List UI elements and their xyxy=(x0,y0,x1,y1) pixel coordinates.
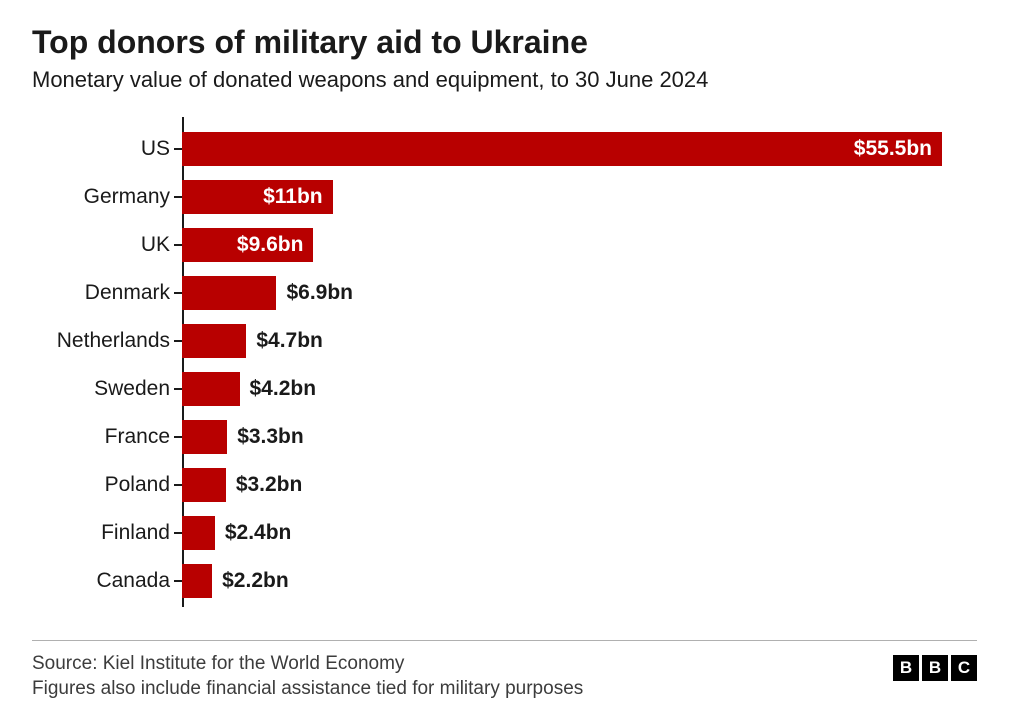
bbc-logo-letter: B xyxy=(922,655,948,681)
bar-row: Germany$11bn xyxy=(182,173,977,221)
country-label: Canada xyxy=(96,569,170,593)
bar xyxy=(182,276,276,310)
country-label: Finland xyxy=(101,521,170,545)
chart-plot-area: US$55.5bnGermany$11bnUK$9.6bnDenmark$6.9… xyxy=(182,117,977,607)
bar-row: Netherlands$4.7bn xyxy=(182,317,977,365)
country-label: Netherlands xyxy=(57,329,170,353)
bbc-logo-letter: B xyxy=(893,655,919,681)
country-label: Germany xyxy=(84,185,170,209)
country-label: France xyxy=(105,425,170,449)
bars-container: US$55.5bnGermany$11bnUK$9.6bnDenmark$6.9… xyxy=(182,117,977,607)
bar xyxy=(182,516,215,550)
axis-tick xyxy=(174,532,182,534)
source-line: Source: Kiel Institute for the World Eco… xyxy=(32,651,583,677)
bar xyxy=(182,564,212,598)
country-label: Denmark xyxy=(85,281,170,305)
bar xyxy=(182,420,227,454)
chart-footer: Source: Kiel Institute for the World Eco… xyxy=(32,640,977,702)
bar-value-label: $2.4bn xyxy=(225,521,292,545)
country-label: UK xyxy=(141,233,170,257)
bar-row: Finland$2.4bn xyxy=(182,509,977,557)
country-label: US xyxy=(141,137,170,161)
footer-text: Source: Kiel Institute for the World Eco… xyxy=(32,651,583,702)
bbc-logo-letter: C xyxy=(951,655,977,681)
country-label: Poland xyxy=(105,473,170,497)
bar-row: UK$9.6bn xyxy=(182,221,977,269)
axis-tick xyxy=(174,292,182,294)
axis-tick xyxy=(174,148,182,150)
bar-value-label: $11bn xyxy=(263,185,323,209)
bbc-logo: BBC xyxy=(893,655,977,681)
bar-value-label: $2.2bn xyxy=(222,569,289,593)
bar-value-label: $3.3bn xyxy=(237,425,304,449)
bar xyxy=(182,372,240,406)
bar-row: Poland$3.2bn xyxy=(182,461,977,509)
bar-value-label: $3.2bn xyxy=(236,473,303,497)
bar-row: France$3.3bn xyxy=(182,413,977,461)
axis-tick xyxy=(174,388,182,390)
bar-row: Denmark$6.9bn xyxy=(182,269,977,317)
bar-value-label: $6.9bn xyxy=(286,281,353,305)
bar-value-label: $55.5bn xyxy=(854,137,932,161)
bar: $9.6bn xyxy=(182,228,313,262)
bar xyxy=(182,324,246,358)
country-label: Sweden xyxy=(94,377,170,401)
chart-subtitle: Monetary value of donated weapons and eq… xyxy=(32,67,977,93)
axis-tick xyxy=(174,436,182,438)
axis-tick xyxy=(174,340,182,342)
axis-tick xyxy=(174,244,182,246)
axis-tick xyxy=(174,484,182,486)
axis-tick xyxy=(174,196,182,198)
bar-row: US$55.5bn xyxy=(182,125,977,173)
bar-value-label: $4.7bn xyxy=(256,329,323,353)
bar-value-label: $4.2bn xyxy=(250,377,317,401)
bar-value-label: $9.6bn xyxy=(237,233,304,257)
bar: $55.5bn xyxy=(182,132,942,166)
chart-title: Top donors of military aid to Ukraine xyxy=(32,24,977,61)
bar-row: Sweden$4.2bn xyxy=(182,365,977,413)
bar-row: Canada$2.2bn xyxy=(182,557,977,605)
footer-note: Figures also include financial assistanc… xyxy=(32,676,583,702)
axis-tick xyxy=(174,580,182,582)
bar xyxy=(182,468,226,502)
bar: $11bn xyxy=(182,180,333,214)
